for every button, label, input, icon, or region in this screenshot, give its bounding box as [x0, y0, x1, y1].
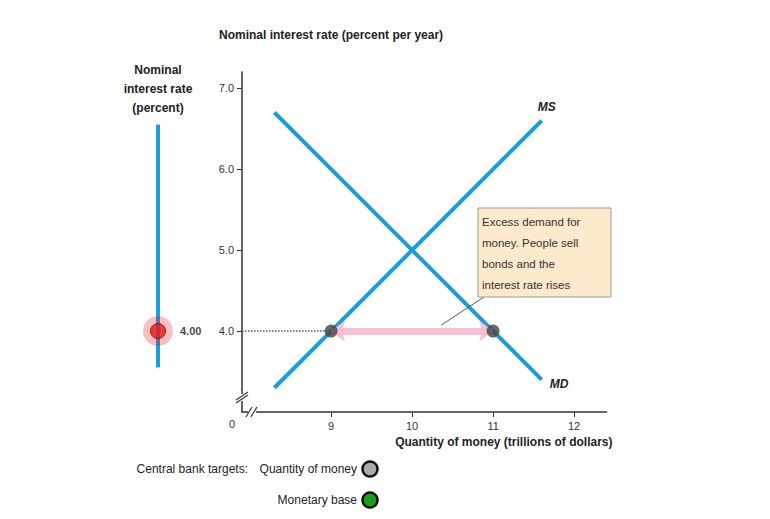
svg-text:7.0: 7.0: [219, 82, 234, 94]
svg-text:MS: MS: [538, 100, 556, 114]
svg-text:6.0: 6.0: [219, 163, 234, 175]
svg-text:Nominal interest rate (percent: Nominal interest rate (percent per year): [219, 28, 443, 42]
svg-text:MD: MD: [550, 377, 569, 391]
svg-text:4.0: 4.0: [219, 325, 234, 337]
svg-text:Quantity of money (trillions o: Quantity of money (trillions of dollars): [395, 435, 612, 449]
svg-text:money. People sell: money. People sell: [482, 237, 578, 249]
svg-text:Monetary base: Monetary base: [278, 493, 358, 507]
svg-text:interest rate: interest rate: [124, 82, 193, 96]
svg-text:bonds and the: bonds and the: [482, 258, 555, 270]
svg-text:4.00: 4.00: [180, 325, 201, 337]
svg-text:10: 10: [406, 420, 418, 432]
svg-text:Central bank targets:: Central bank targets:: [137, 462, 248, 476]
svg-text:9: 9: [328, 420, 334, 432]
svg-text:Excess demand for: Excess demand for: [482, 216, 581, 228]
svg-text:interest rate rises: interest rate rises: [482, 279, 570, 291]
svg-text:0: 0: [229, 418, 235, 430]
svg-text:(percent): (percent): [132, 101, 183, 115]
svg-text:5.0: 5.0: [219, 244, 234, 256]
svg-text:11: 11: [487, 420, 498, 432]
svg-text:Nominal: Nominal: [134, 63, 181, 77]
svg-text:Quantity of money: Quantity of money: [260, 462, 357, 476]
svg-text:12: 12: [568, 420, 580, 432]
